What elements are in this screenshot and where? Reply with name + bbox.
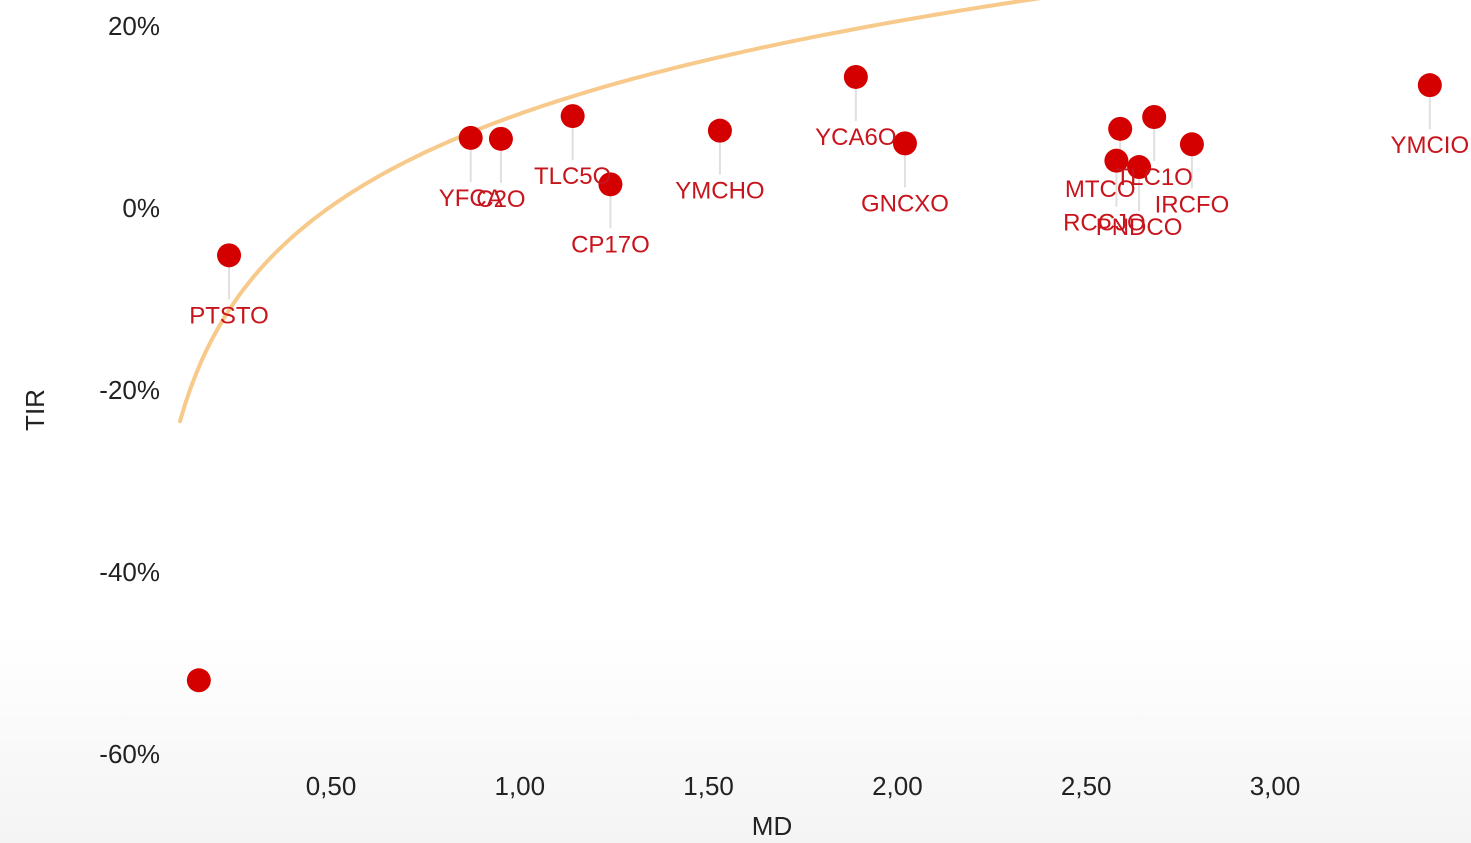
leader-lines-layer [228, 76, 1431, 300]
data-point[interactable] [1179, 132, 1204, 157]
point-label: C2O [476, 186, 525, 213]
data-point[interactable] [1108, 116, 1133, 141]
data-point[interactable] [1142, 105, 1167, 129]
data-point[interactable] [1104, 148, 1129, 173]
y-axis-title: TIR [20, 389, 50, 431]
x-axis-ticks: 0,50 1,00 1,50 2,00 2,50 3,00 [306, 771, 1301, 801]
y-tick-label: 20% [108, 11, 160, 41]
x-tick-label: 1,50 [683, 771, 734, 801]
point-label: PTSTO [189, 302, 269, 329]
point-label: IRCFO [1155, 191, 1230, 218]
data-point[interactable] [217, 243, 242, 268]
point-label: MTCO [1065, 176, 1136, 203]
y-axis-ticks: 20% 0% -20% -40% -60% [99, 11, 160, 769]
point-label: TLC5O [534, 163, 611, 190]
point-label: CP17O [571, 231, 650, 258]
y-tick-label: -20% [99, 375, 160, 405]
x-tick-label: 0,50 [306, 771, 357, 801]
point-label: YMCHO [675, 178, 764, 205]
x-tick-label: 1,00 [494, 771, 545, 801]
trendline-layer [178, 0, 1042, 424]
point-label: TLC1O [1115, 164, 1192, 191]
data-point[interactable] [843, 64, 868, 89]
point-label: GNCXO [861, 190, 949, 217]
point-label: YMCIO [1390, 132, 1469, 159]
trendline [178, 0, 1042, 424]
data-point[interactable] [707, 118, 732, 143]
point-label: PNDCO [1096, 214, 1183, 241]
data-point[interactable] [892, 131, 917, 156]
y-tick-label: 0% [122, 193, 160, 223]
data-point[interactable] [598, 172, 623, 197]
data-point[interactable] [488, 126, 513, 151]
y-tick-label: -60% [99, 739, 160, 769]
point-label: YCA6O [815, 124, 896, 151]
data-point[interactable] [1417, 73, 1442, 98]
data-point[interactable] [458, 125, 483, 150]
point-label: YFCA [439, 185, 503, 212]
points-layer [186, 64, 1442, 693]
data-point[interactable] [1127, 155, 1152, 180]
point-label: RCCJO [1063, 210, 1146, 237]
data-point[interactable] [560, 104, 585, 129]
x-tick-label: 3,00 [1250, 771, 1301, 801]
x-tick-label: 2,00 [872, 771, 923, 801]
x-tick-label: 2,50 [1061, 771, 1112, 801]
x-axis-title: MD [752, 811, 792, 841]
data-point[interactable] [186, 668, 211, 693]
y-tick-label: -40% [99, 557, 160, 587]
